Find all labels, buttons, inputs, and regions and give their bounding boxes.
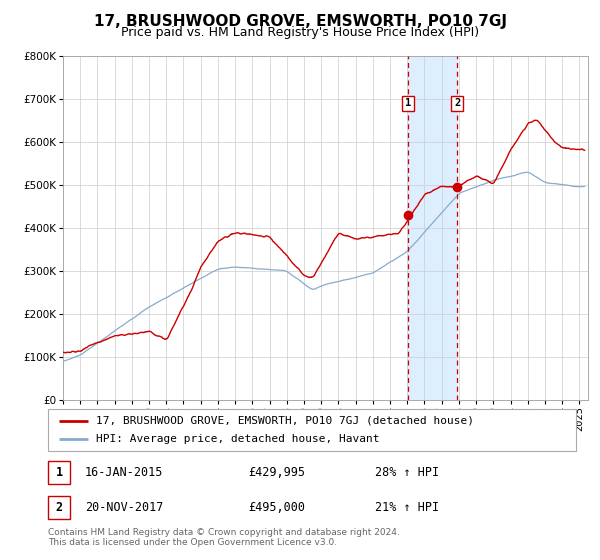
Text: £429,995: £429,995: [248, 466, 305, 479]
Text: Contains HM Land Registry data © Crown copyright and database right 2024.
This d: Contains HM Land Registry data © Crown c…: [48, 528, 400, 547]
FancyBboxPatch shape: [48, 409, 576, 451]
Text: HPI: Average price, detached house, Havant: HPI: Average price, detached house, Hava…: [95, 434, 379, 444]
Text: 20-NOV-2017: 20-NOV-2017: [85, 501, 163, 514]
Text: £495,000: £495,000: [248, 501, 305, 514]
Text: 28% ↑ HPI: 28% ↑ HPI: [376, 466, 439, 479]
Text: 1: 1: [56, 466, 62, 479]
FancyBboxPatch shape: [48, 496, 70, 519]
FancyBboxPatch shape: [48, 461, 70, 484]
Text: 17, BRUSHWOOD GROVE, EMSWORTH, PO10 7GJ (detached house): 17, BRUSHWOOD GROVE, EMSWORTH, PO10 7GJ …: [95, 416, 473, 426]
Text: 17, BRUSHWOOD GROVE, EMSWORTH, PO10 7GJ: 17, BRUSHWOOD GROVE, EMSWORTH, PO10 7GJ: [94, 14, 506, 29]
Text: 21% ↑ HPI: 21% ↑ HPI: [376, 501, 439, 514]
Bar: [408, 56, 457, 400]
Text: 2: 2: [454, 99, 460, 108]
Text: 2: 2: [56, 501, 62, 514]
Text: Price paid vs. HM Land Registry's House Price Index (HPI): Price paid vs. HM Land Registry's House …: [121, 26, 479, 39]
Text: 16-JAN-2015: 16-JAN-2015: [85, 466, 163, 479]
Text: 1: 1: [405, 99, 411, 108]
